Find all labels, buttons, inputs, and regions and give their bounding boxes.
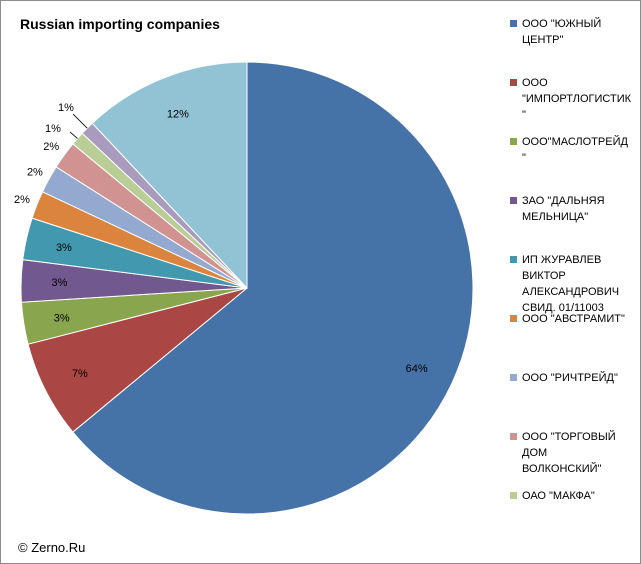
legend-label: ООО "ЮЖНЫЙ ЦЕНТР": [522, 18, 602, 46]
slice-label-10: 1%: [58, 102, 74, 114]
legend-label: ЗАО "ДАЛЬНЯЯ МЕЛЬНИЦА": [522, 195, 605, 223]
slice-label-4: 3%: [52, 277, 68, 289]
credit-text: © Zerno.Ru: [18, 540, 86, 555]
legend-swatch: [510, 197, 517, 204]
slice-label-7: 2%: [27, 166, 43, 178]
legend-label: ООО "ИМПОРТЛОГИСТИК ": [522, 77, 632, 121]
legend-label: ООО "АВСТРАМИТ": [522, 313, 625, 325]
slice-label-11: 12%: [167, 109, 189, 121]
slice-label-5: 3%: [56, 242, 72, 254]
legend-swatch: [510, 20, 517, 27]
pie-slice-11: [91, 61, 248, 290]
legend-label: ИП ЖУРАВЛЕВ ВИКТОР АЛЕКСАНДРОВИЧ СВИД. 0…: [522, 254, 620, 314]
legend-swatch: [510, 138, 517, 145]
slice-label-9: 1%: [45, 123, 61, 135]
legend-swatch: [510, 492, 517, 499]
leader-line-10: [72, 113, 88, 129]
legend-swatch: [510, 79, 517, 86]
slice-label-8: 2%: [43, 141, 59, 153]
legend-swatch: [510, 315, 517, 322]
pie-slice-1: [72, 61, 474, 515]
leader-line-9: [69, 131, 78, 139]
legend-label: ООО"МАСЛОТРЕЙД ": [522, 136, 628, 164]
legend-label: ОАО "МАКФА": [522, 490, 595, 502]
legend-swatch: [510, 374, 517, 381]
legend-label: ООО "РИЧТРЕЙД": [522, 372, 618, 384]
slice-label-1: 64%: [406, 363, 428, 375]
chart-title: Russian importing companies: [20, 16, 220, 32]
legend-swatch: [510, 433, 517, 440]
slice-label-2: 7%: [72, 368, 88, 380]
slice-label-3: 3%: [54, 312, 70, 324]
legend-label: ООО "ТОРГОВЫЙ ДОМ ВОЛКОНСКИЙ": [522, 431, 616, 475]
slice-label-6: 2%: [14, 194, 30, 206]
legend-swatch: [510, 256, 517, 263]
